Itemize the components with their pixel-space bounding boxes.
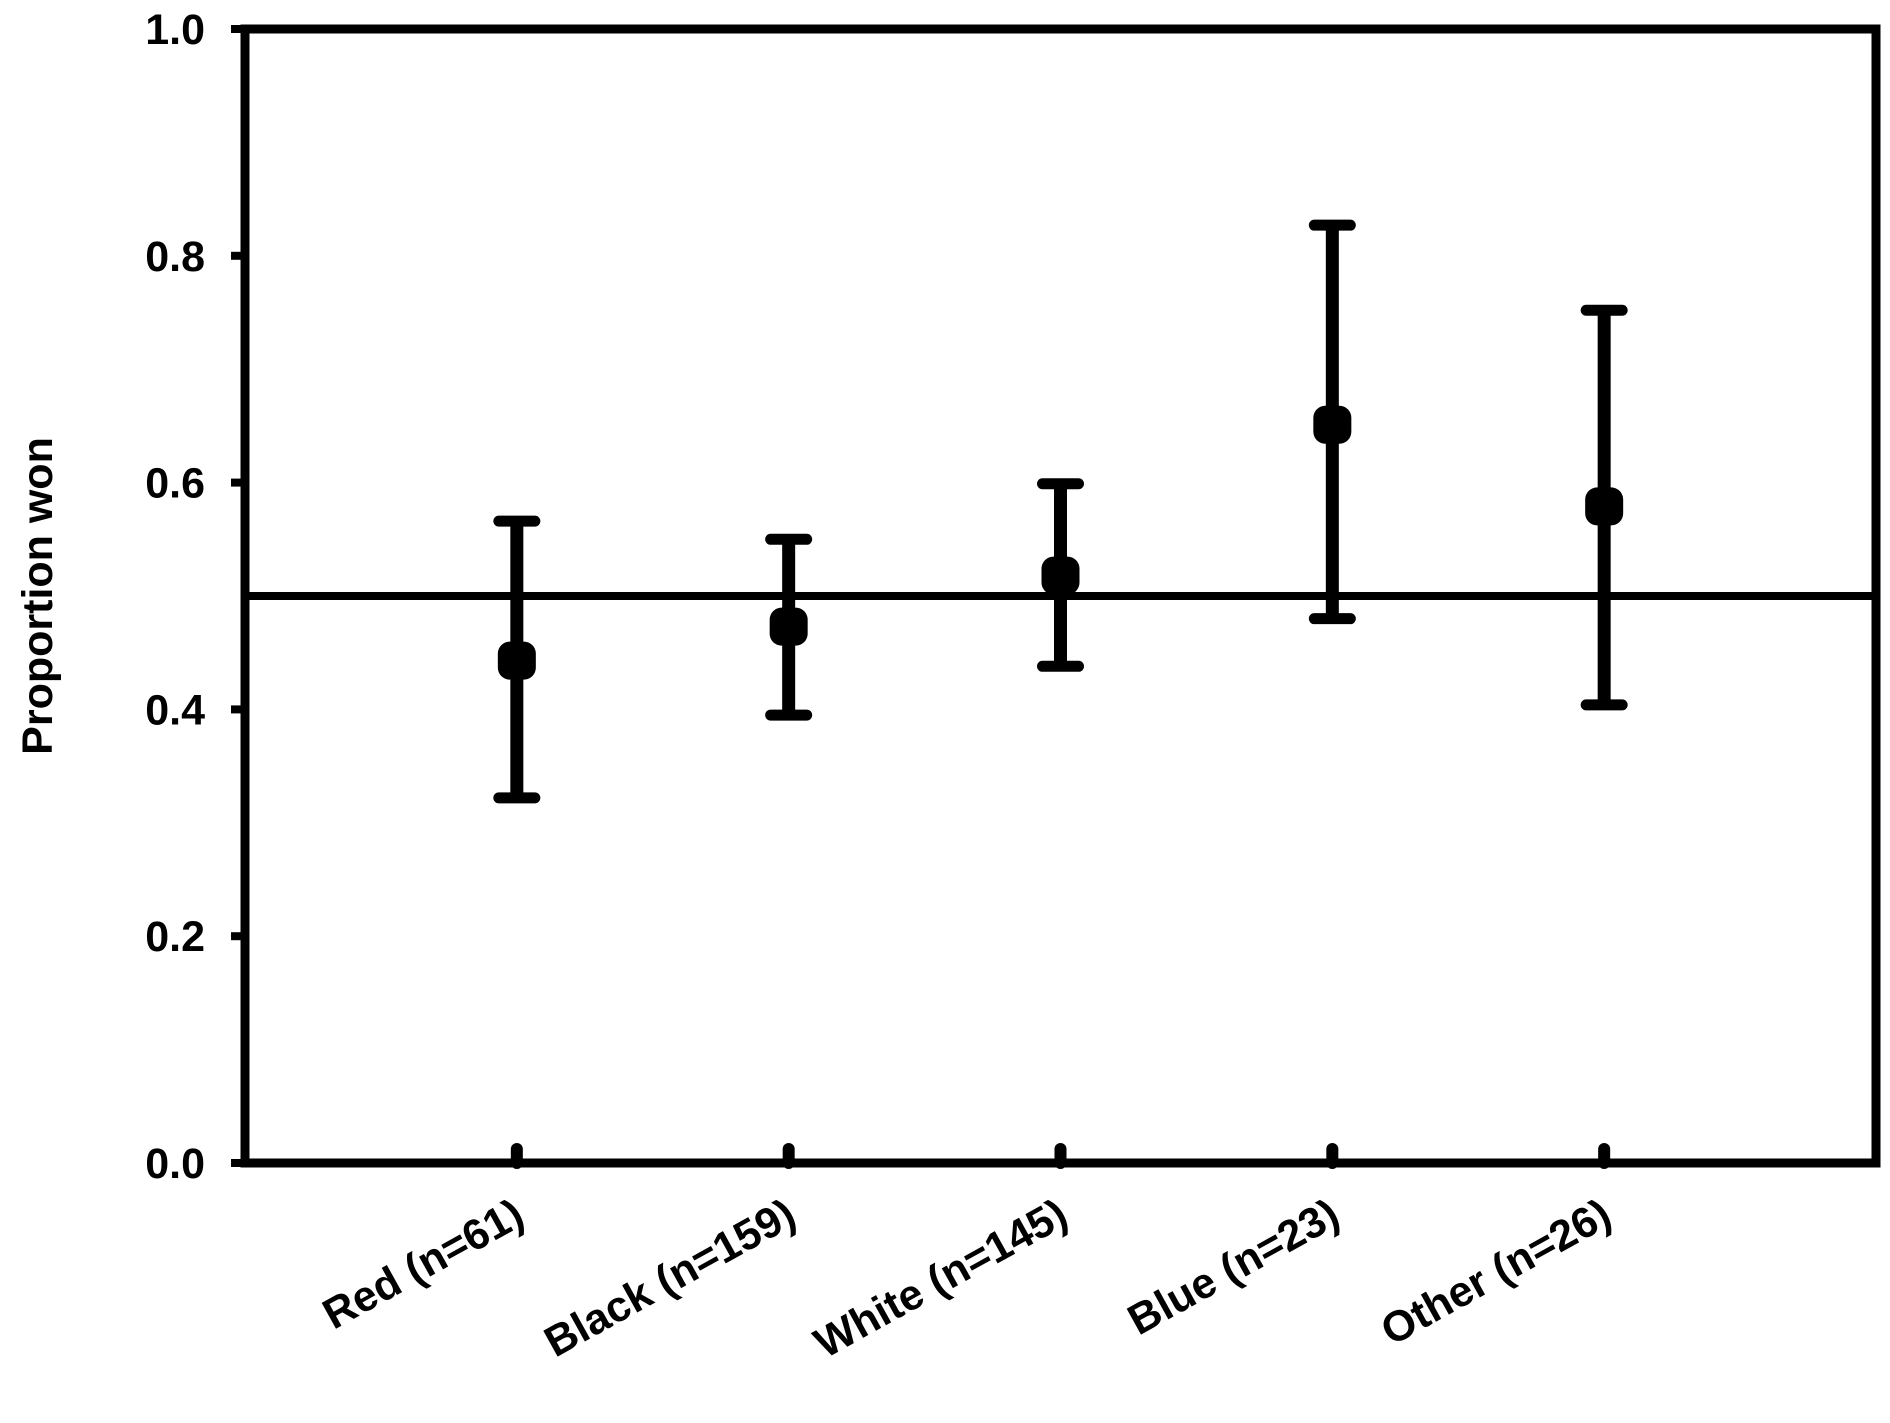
x-tick-label: Other (n=26) <box>1373 1190 1619 1355</box>
y-tick-label: 0.4 <box>145 686 205 734</box>
data-point <box>1041 556 1080 595</box>
data-point <box>1313 405 1352 444</box>
data-point <box>769 607 808 646</box>
data-point <box>1585 487 1624 526</box>
y-tick-label: 0.2 <box>145 913 205 961</box>
y-tick-label: 0.8 <box>145 233 205 281</box>
x-tick-label: Blue (n=23) <box>1120 1190 1347 1345</box>
x-tick-label: Black (n=159) <box>537 1190 804 1367</box>
y-tick-label: 0.0 <box>145 1140 205 1188</box>
x-tick-label: Red (n=61) <box>315 1190 532 1339</box>
y-tick-label: 0.6 <box>145 460 205 508</box>
data-point <box>497 641 536 680</box>
y-axis-label: Proportion won <box>14 437 62 755</box>
x-tick-label: White (n=145) <box>807 1190 1076 1368</box>
y-tick-label: 1.0 <box>145 6 205 54</box>
